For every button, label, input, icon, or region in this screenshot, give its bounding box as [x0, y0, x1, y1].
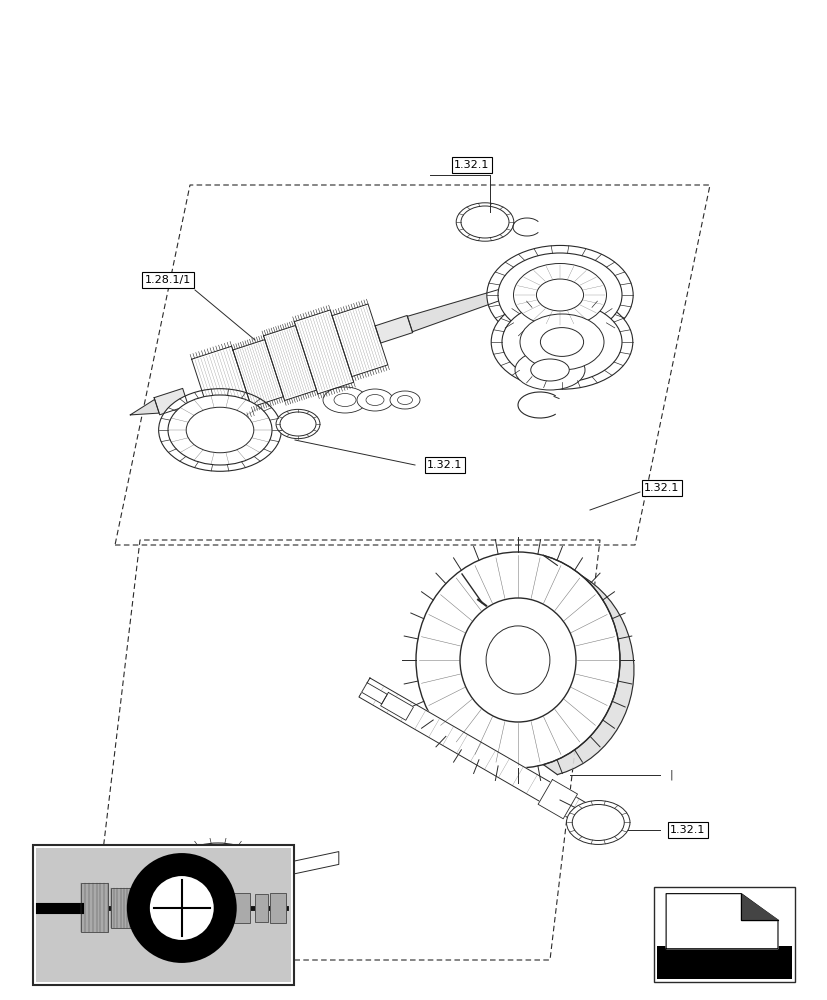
Bar	[653, 887, 794, 982]
Polygon shape	[191, 346, 252, 424]
Polygon shape	[154, 388, 188, 415]
Bar	[255, 894, 267, 922]
Ellipse shape	[461, 206, 509, 238]
Ellipse shape	[486, 245, 633, 345]
Text: 1.28.1/1: 1.28.1/1	[145, 275, 191, 285]
Polygon shape	[574, 805, 618, 838]
Circle shape	[128, 855, 235, 961]
Bar	[81, 884, 108, 932]
Text: 1.32.1: 1.32.1	[643, 483, 679, 493]
Ellipse shape	[513, 263, 605, 326]
Bar	[657, 946, 791, 979]
Text: 1.32.1: 1.32.1	[427, 460, 462, 470]
Ellipse shape	[179, 849, 256, 901]
Polygon shape	[665, 894, 777, 949]
Ellipse shape	[170, 843, 265, 907]
Text: |: |	[669, 770, 673, 780]
Ellipse shape	[566, 801, 629, 844]
Text: 1.32.1: 1.32.1	[670, 825, 705, 835]
Ellipse shape	[514, 350, 585, 390]
Ellipse shape	[159, 389, 281, 471]
Polygon shape	[263, 325, 316, 401]
Polygon shape	[375, 315, 412, 343]
Ellipse shape	[333, 393, 356, 406]
Ellipse shape	[497, 253, 621, 337]
Bar	[234, 893, 249, 923]
Polygon shape	[358, 678, 620, 842]
Polygon shape	[332, 304, 387, 377]
Ellipse shape	[280, 412, 316, 436]
Bar	[270, 893, 286, 923]
Ellipse shape	[485, 626, 549, 694]
Polygon shape	[538, 780, 576, 819]
Bar	[111, 888, 133, 928]
Polygon shape	[294, 310, 353, 394]
Ellipse shape	[490, 295, 632, 389]
Ellipse shape	[366, 394, 384, 406]
Polygon shape	[259, 852, 338, 881]
Ellipse shape	[519, 314, 603, 370]
Ellipse shape	[571, 804, 624, 840]
Text: 1.32.1: 1.32.1	[454, 160, 489, 170]
Ellipse shape	[397, 395, 412, 404]
Bar	[136, 885, 155, 931]
Polygon shape	[232, 340, 283, 407]
Ellipse shape	[356, 389, 393, 411]
Ellipse shape	[168, 395, 272, 465]
Ellipse shape	[196, 861, 239, 889]
Ellipse shape	[390, 391, 419, 409]
Ellipse shape	[415, 552, 619, 768]
Ellipse shape	[540, 328, 583, 356]
Ellipse shape	[275, 409, 319, 439]
Polygon shape	[543, 555, 633, 775]
Ellipse shape	[188, 855, 247, 895]
Ellipse shape	[186, 407, 254, 453]
Polygon shape	[130, 399, 159, 415]
Polygon shape	[361, 683, 387, 704]
Polygon shape	[380, 692, 413, 720]
Ellipse shape	[323, 387, 366, 413]
Circle shape	[149, 875, 214, 941]
Ellipse shape	[501, 302, 621, 382]
Ellipse shape	[460, 598, 576, 722]
Bar	[36, 848, 290, 982]
Ellipse shape	[530, 359, 569, 381]
Polygon shape	[407, 281, 530, 332]
Ellipse shape	[456, 203, 514, 241]
Bar	[33, 845, 294, 985]
Ellipse shape	[536, 279, 583, 311]
Polygon shape	[740, 894, 777, 920]
